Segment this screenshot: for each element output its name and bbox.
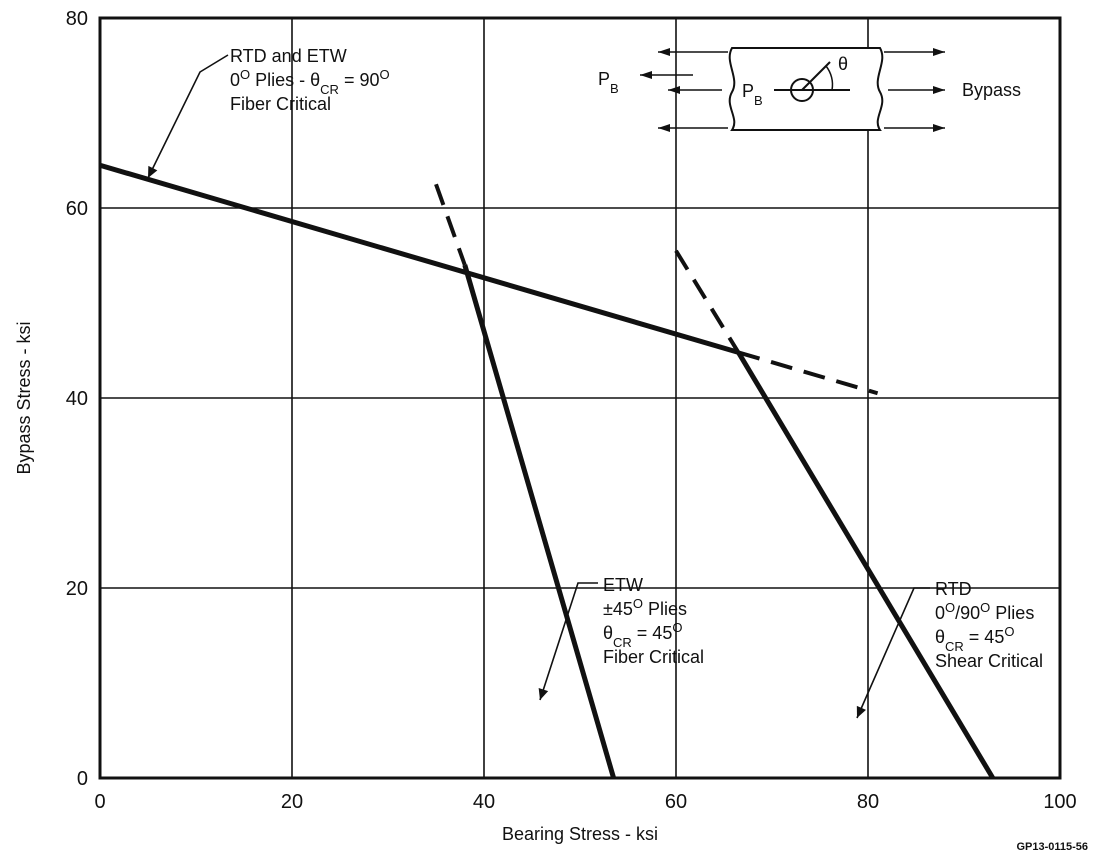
annotation-text-line: Fiber Critical: [603, 647, 704, 667]
y-tick-label: 20: [66, 578, 88, 600]
y-tick-label: 80: [66, 8, 88, 30]
x-axis-label: Bearing Stress - ksi: [502, 824, 658, 844]
annotation-arrowhead: [148, 165, 158, 178]
annotation-text-line: θCR = 45O: [935, 624, 1014, 654]
x-tick-label: 40: [473, 791, 495, 813]
series-line-5: [736, 351, 995, 780]
annotation-text-line: RTD: [935, 579, 972, 599]
x-tick-label: 80: [857, 791, 879, 813]
annotation-text-line: θCR = 45O: [603, 620, 682, 650]
x-tick-label: 60: [665, 791, 687, 813]
angle-arc: [825, 65, 834, 91]
inner-load-label: PB: [742, 81, 763, 108]
series-line-0: [99, 162, 740, 355]
annotation-text-line: Shear Critical: [935, 651, 1043, 671]
x-tick-label: 100: [1043, 791, 1076, 813]
annotation-text-line: ±45O Plies: [603, 596, 687, 620]
annotation-text-line: RTD and ETW: [230, 46, 347, 66]
plot-frame: [98, 16, 1062, 780]
annotation-text-line: Fiber Critical: [230, 94, 331, 114]
y-tick-label: 40: [66, 388, 88, 410]
annotation-leader-line: [856, 587, 930, 719]
annotation-text-line: ETW: [603, 575, 643, 595]
bypass-arrow-right-top-head: [933, 48, 945, 56]
x-tick-label: 20: [281, 791, 303, 813]
annotation-arrowhead: [856, 705, 866, 718]
y-axis-label: Bypass Stress - ksi: [14, 321, 34, 474]
bypass-arrow-right-mid-head: [933, 86, 945, 94]
load-diagram-inset: PB PB θ Bypass: [598, 47, 1021, 132]
angle-ray: [801, 61, 831, 91]
series-line-1: [737, 350, 879, 396]
series-line-2: [434, 183, 467, 266]
annotation-leader-line: [147, 54, 229, 179]
series-line-4: [674, 249, 741, 354]
y-tick-label: 60: [66, 198, 88, 220]
annotation-arrowhead: [538, 687, 549, 700]
bypass-arrow-left-mid-head: [668, 86, 680, 94]
series-layer: [99, 162, 995, 780]
grid-lines: [100, 18, 1060, 778]
x-tick-label: 0: [94, 791, 105, 813]
angle-label: θ: [838, 54, 848, 74]
annotation-text-line: 0O Plies - θCR = 90O: [230, 67, 390, 97]
series-line-3: [462, 264, 617, 779]
figure-id: GP13-0115-56: [1016, 841, 1088, 853]
bypass-arrow-left-bottom-head: [658, 124, 670, 132]
bypass-arrow-left-top-head: [658, 48, 670, 56]
annotation-leader-line: [539, 582, 598, 701]
bypass-arrow-right-bottom-head: [933, 124, 945, 132]
annotation-text-line: 0O/90O Plies: [935, 600, 1034, 624]
bearing-load-label: PB: [598, 69, 619, 96]
y-tick-label: 0: [77, 768, 88, 790]
bearing-load-arrow-head: [640, 71, 652, 79]
bypass-label: Bypass: [962, 80, 1021, 100]
tick-labels: 0 20 40 60 80 100 0 20 40 60 80: [66, 8, 1077, 813]
